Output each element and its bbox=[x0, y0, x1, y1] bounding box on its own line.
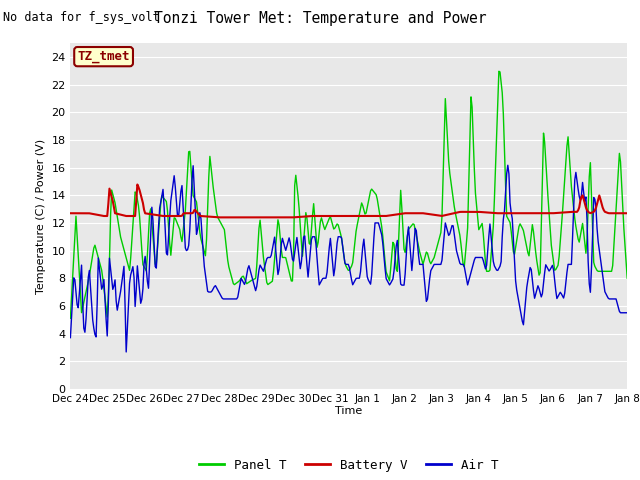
Text: No data for f_sys_volt: No data for f_sys_volt bbox=[3, 11, 160, 24]
Text: TZ_tmet: TZ_tmet bbox=[77, 50, 130, 63]
Text: Tonzi Tower Met: Temperature and Power: Tonzi Tower Met: Temperature and Power bbox=[154, 11, 486, 26]
Y-axis label: Temperature (C) / Power (V): Temperature (C) / Power (V) bbox=[36, 138, 45, 294]
X-axis label: Time: Time bbox=[335, 407, 362, 417]
Legend: Panel T, Battery V, Air T: Panel T, Battery V, Air T bbox=[194, 454, 504, 477]
